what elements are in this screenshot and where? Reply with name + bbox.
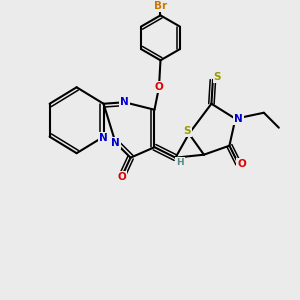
Text: O: O bbox=[237, 159, 246, 169]
Text: O: O bbox=[154, 82, 164, 92]
Text: S: S bbox=[184, 126, 191, 136]
Text: O: O bbox=[117, 172, 126, 182]
Text: N: N bbox=[111, 138, 120, 148]
Text: N: N bbox=[99, 133, 108, 143]
Text: H: H bbox=[176, 158, 184, 167]
Text: Br: Br bbox=[154, 2, 167, 11]
Text: S: S bbox=[214, 72, 221, 82]
Text: N: N bbox=[234, 114, 243, 124]
Text: N: N bbox=[120, 97, 129, 107]
